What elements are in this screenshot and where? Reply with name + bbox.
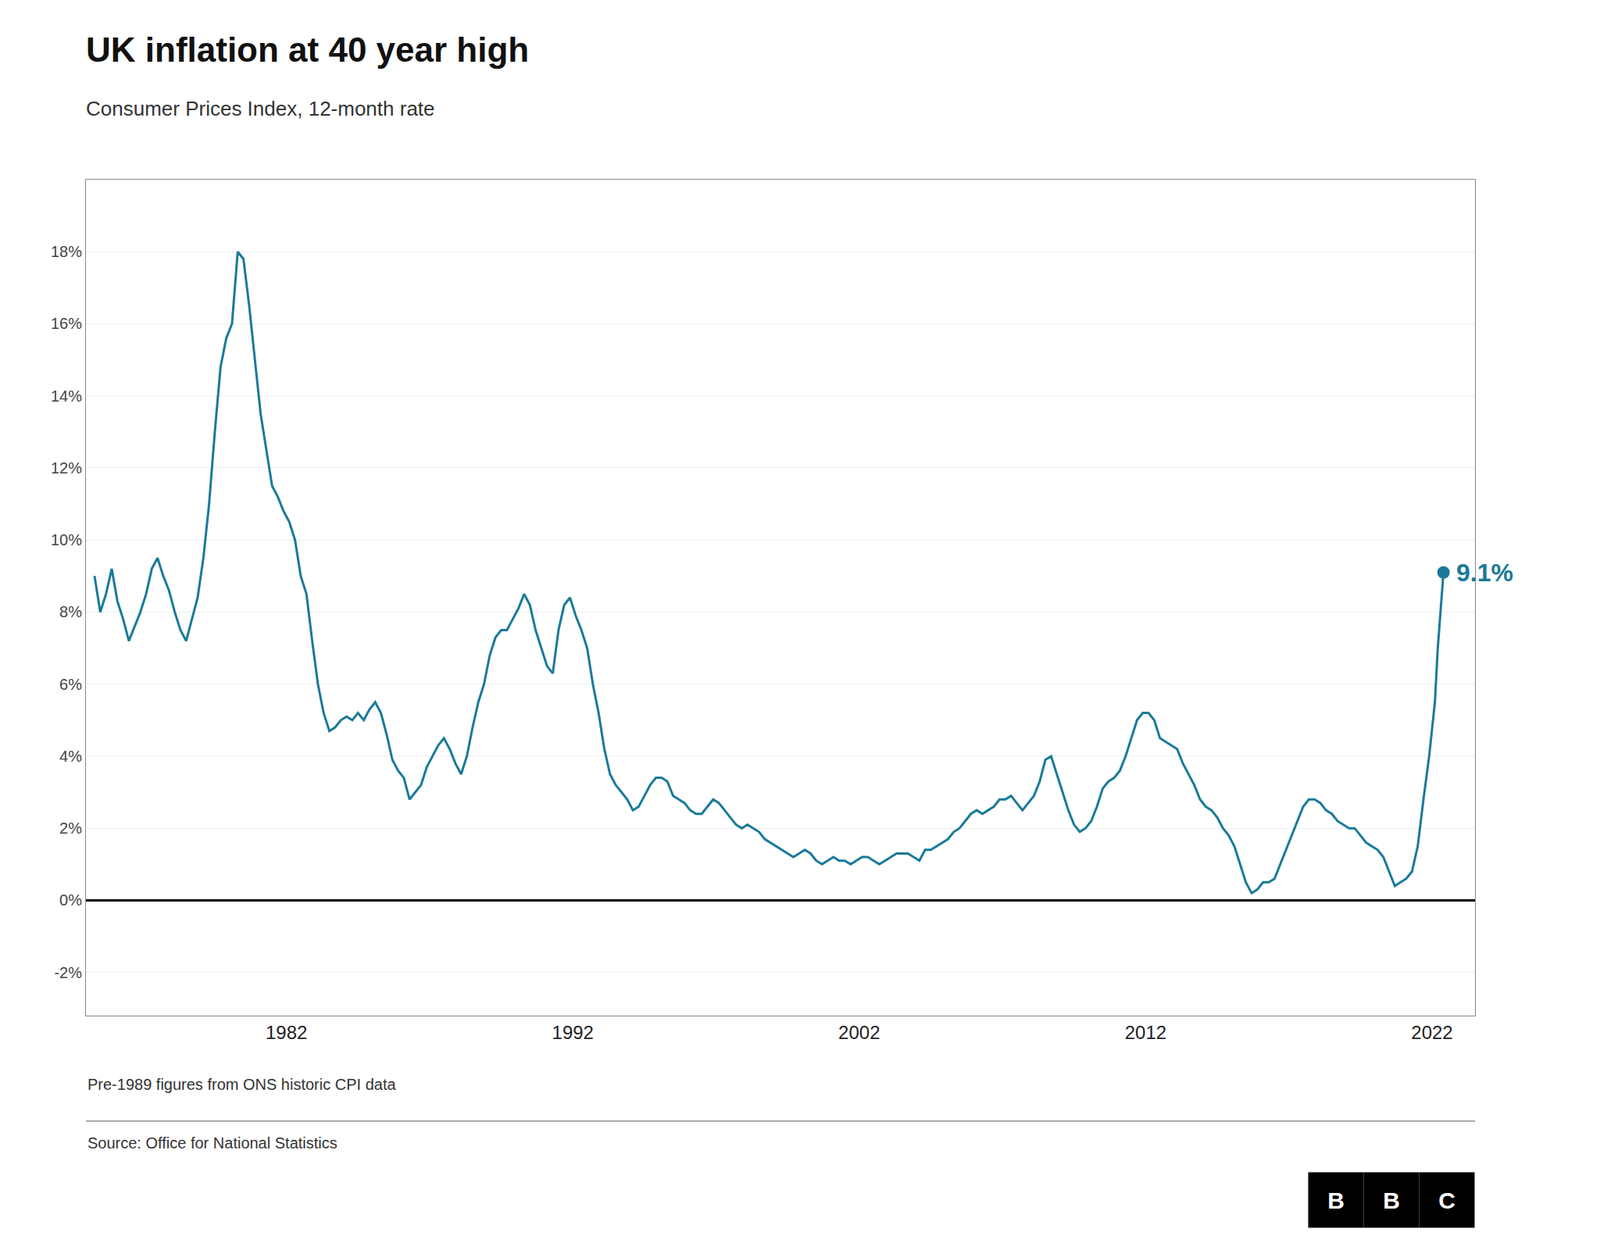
svg-text:Consumer Prices Index, 12-mont: Consumer Prices Index, 12-month rate [85, 96, 436, 121]
svg-text:1992: 1992 [552, 1021, 594, 1043]
svg-text:B: B [1327, 1187, 1345, 1214]
svg-text:14%: 14% [50, 387, 83, 405]
svg-text:12%: 12% [50, 459, 83, 477]
svg-text:16%: 16% [50, 314, 83, 333]
svg-text:2002: 2002 [838, 1021, 880, 1043]
svg-text:8%: 8% [59, 603, 83, 621]
svg-text:B: B [1382, 1187, 1400, 1214]
svg-text:10%: 10% [50, 531, 83, 549]
svg-text:18%: 18% [50, 242, 83, 261]
svg-text:Pre-1989 figures from ONS hist: Pre-1989 figures from ONS historic CPI d… [87, 1075, 397, 1093]
svg-text:2022: 2022 [1410, 1021, 1453, 1043]
svg-text:C: C [1438, 1187, 1456, 1214]
svg-text:2012: 2012 [1125, 1021, 1167, 1043]
svg-text:4%: 4% [59, 747, 83, 765]
svg-text:2%: 2% [59, 819, 83, 837]
svg-text:Source: Office for National St: Source: Office for National Statistics [87, 1134, 338, 1152]
svg-text:-2%: -2% [53, 964, 83, 982]
svg-text:UK inflation at 40 year high: UK inflation at 40 year high [85, 30, 529, 69]
svg-text:9.1%: 9.1% [1456, 558, 1514, 587]
svg-text:0%: 0% [59, 891, 83, 909]
svg-text:1982: 1982 [265, 1021, 308, 1043]
svg-text:6%: 6% [59, 675, 83, 693]
